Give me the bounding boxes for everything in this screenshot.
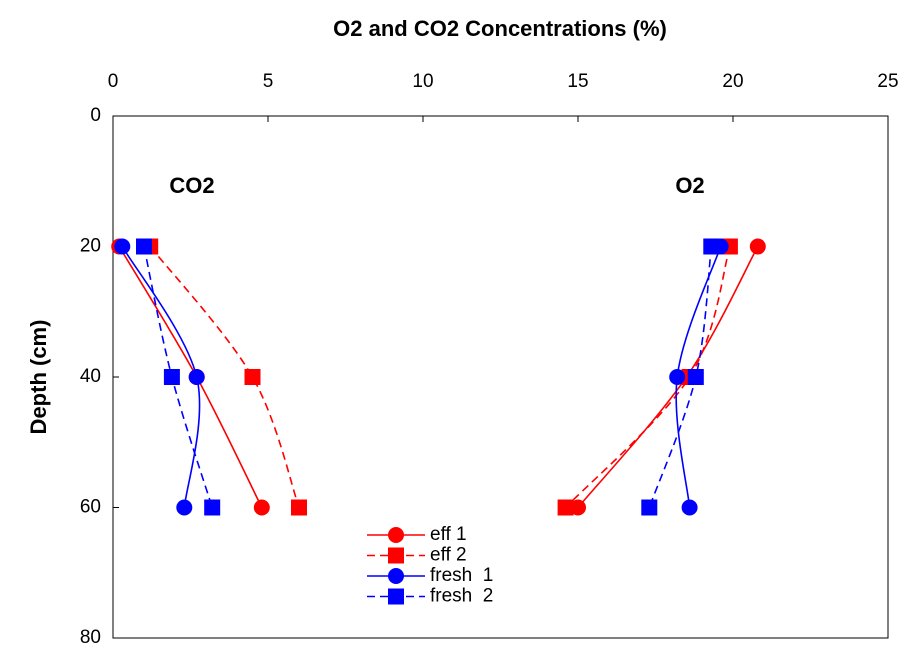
line	[121, 246, 201, 508]
point	[570, 499, 586, 516]
legend-label: fresh 2	[430, 586, 493, 607]
y-axis-title: Depth (cm)	[26, 320, 51, 435]
x-tick-label: 15	[567, 71, 588, 92]
legend-label: eff 2	[430, 545, 467, 566]
line	[577, 246, 759, 509]
point	[388, 568, 404, 584]
point	[388, 527, 404, 543]
point	[176, 499, 193, 516]
point	[204, 499, 221, 516]
y-tick-label: 80	[80, 627, 101, 648]
point	[188, 369, 205, 385]
y-tick-label: 0	[90, 105, 101, 126]
annotation: CO2	[169, 173, 214, 198]
legend-label: fresh 1	[430, 565, 493, 586]
plot-frame	[112, 115, 889, 639]
point	[388, 588, 404, 605]
point	[253, 499, 270, 516]
point	[291, 499, 307, 516]
y-tick-label: 60	[80, 497, 101, 518]
point	[388, 547, 404, 564]
y-tick-label: 40	[80, 366, 101, 387]
x-tick-label: 25	[877, 71, 898, 92]
point	[749, 238, 766, 255]
point	[687, 369, 704, 385]
x-tick-label: 10	[412, 71, 433, 92]
x-tick-label: 0	[108, 71, 119, 92]
point	[681, 499, 698, 516]
point	[641, 499, 658, 516]
point	[557, 499, 574, 516]
point	[114, 238, 131, 255]
point	[669, 369, 686, 385]
point	[244, 369, 261, 385]
point	[703, 238, 720, 255]
annotation: O2	[675, 173, 704, 198]
chart-title: O2 and CO2 Concentrations (%)	[333, 16, 667, 41]
point	[163, 369, 180, 385]
x-tick-label: 20	[722, 71, 743, 92]
x-tick-label: 5	[263, 71, 274, 92]
y-tick-label: 20	[80, 236, 101, 257]
point	[136, 238, 152, 255]
legend-label: eff 1	[430, 524, 467, 545]
